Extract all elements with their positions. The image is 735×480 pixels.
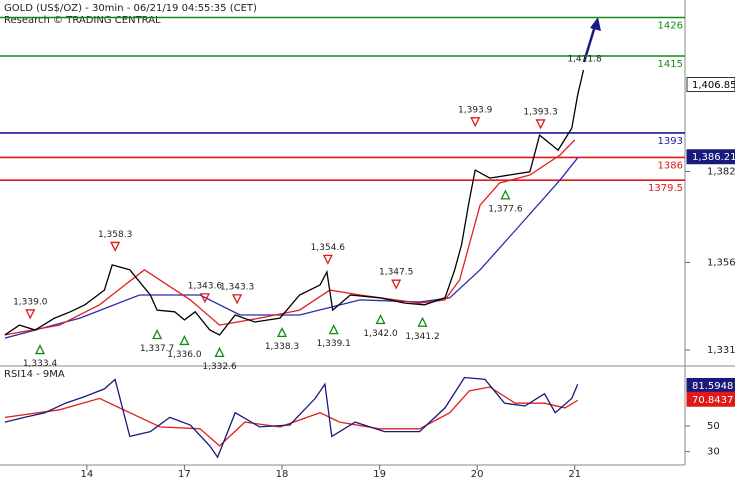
level-label: 1386 [658, 160, 683, 171]
trough-label: 1,333.4 [23, 359, 58, 369]
y-tick-label: 1,331 [707, 345, 735, 356]
trough-marker [500, 189, 511, 200]
peak-marker [470, 117, 481, 128]
trough-label: 1,336.0 [167, 350, 202, 360]
x-tick-label: 19 [373, 469, 386, 480]
x-tick-label: 17 [178, 469, 191, 480]
peak-marker [199, 293, 210, 304]
y-tick-label: 50 [707, 421, 720, 432]
level-label: 1393 [658, 136, 683, 147]
x-tick-label: 21 [568, 469, 581, 480]
peak-marker [391, 279, 402, 290]
peak-label: 1,354.6 [311, 243, 346, 253]
price-tag-label: 1,406.85 [692, 80, 735, 91]
trough-label: 1,342.0 [363, 329, 398, 339]
trough-marker [328, 324, 339, 335]
price-tag [686, 77, 735, 93]
series-line [4, 376, 579, 459]
trough-marker [152, 329, 163, 340]
x-tick-label: 20 [471, 469, 484, 480]
price-tag-label: 1,386.21 [692, 152, 735, 163]
chart-subtitle: Research © TRADING CENTRAL [4, 15, 161, 26]
price-tag [686, 149, 735, 165]
trough-marker [214, 346, 225, 358]
level-label: 1379.5 [648, 183, 683, 194]
trough-marker [375, 314, 386, 325]
trough-label: 1,377.6 [488, 204, 523, 214]
peak-label: 1,358.3 [98, 230, 132, 240]
trough-label: 1,341.2 [405, 332, 439, 342]
series-line [4, 69, 585, 336]
trough-label: 1,332.6 [202, 362, 237, 372]
peak-label: 1,393.3 [523, 107, 557, 117]
series-line [4, 157, 579, 339]
peak-label: 1,343.3 [220, 282, 254, 292]
y-tick-label: 1,356 [707, 257, 735, 268]
peak-marker [110, 241, 121, 252]
peak-label: 1,339.0 [13, 297, 48, 307]
price-tag-label: 81.5948 [692, 381, 733, 392]
chart-title: GOLD (US$/OZ) - 30min - 06/21/19 04:55:3… [4, 3, 257, 14]
trough-label: 1,338.3 [265, 342, 299, 352]
y-tick-label: 30 [707, 447, 720, 458]
series-line [4, 139, 576, 336]
trough-marker [34, 344, 46, 355]
price-tag-label: 70.8437 [692, 395, 733, 406]
peak-marker [232, 294, 243, 305]
y-tick-label: 1,382 [707, 166, 735, 177]
peak-marker [25, 309, 36, 320]
trough-marker [276, 326, 288, 338]
trough-label: 1,337.7 [140, 344, 174, 354]
price-tag [686, 391, 735, 407]
trough-label: 1,339.1 [317, 339, 351, 349]
peak-marker [535, 119, 546, 130]
target-label: 1,411.8 [567, 55, 602, 65]
x-tick-label: 14 [80, 469, 93, 480]
level-label: 1426 [658, 20, 683, 31]
peak-marker [322, 254, 333, 265]
rsi-title: RSI14 - 9MA [4, 369, 65, 380]
level-label: 1415 [658, 59, 683, 70]
peak-label: 1,393.9 [458, 105, 493, 115]
peak-label: 1,343.6 [188, 281, 223, 291]
peak-label: 1,347.5 [379, 268, 413, 278]
trough-marker [417, 316, 428, 327]
x-tick-label: 18 [276, 469, 289, 480]
trough-marker [179, 335, 190, 346]
